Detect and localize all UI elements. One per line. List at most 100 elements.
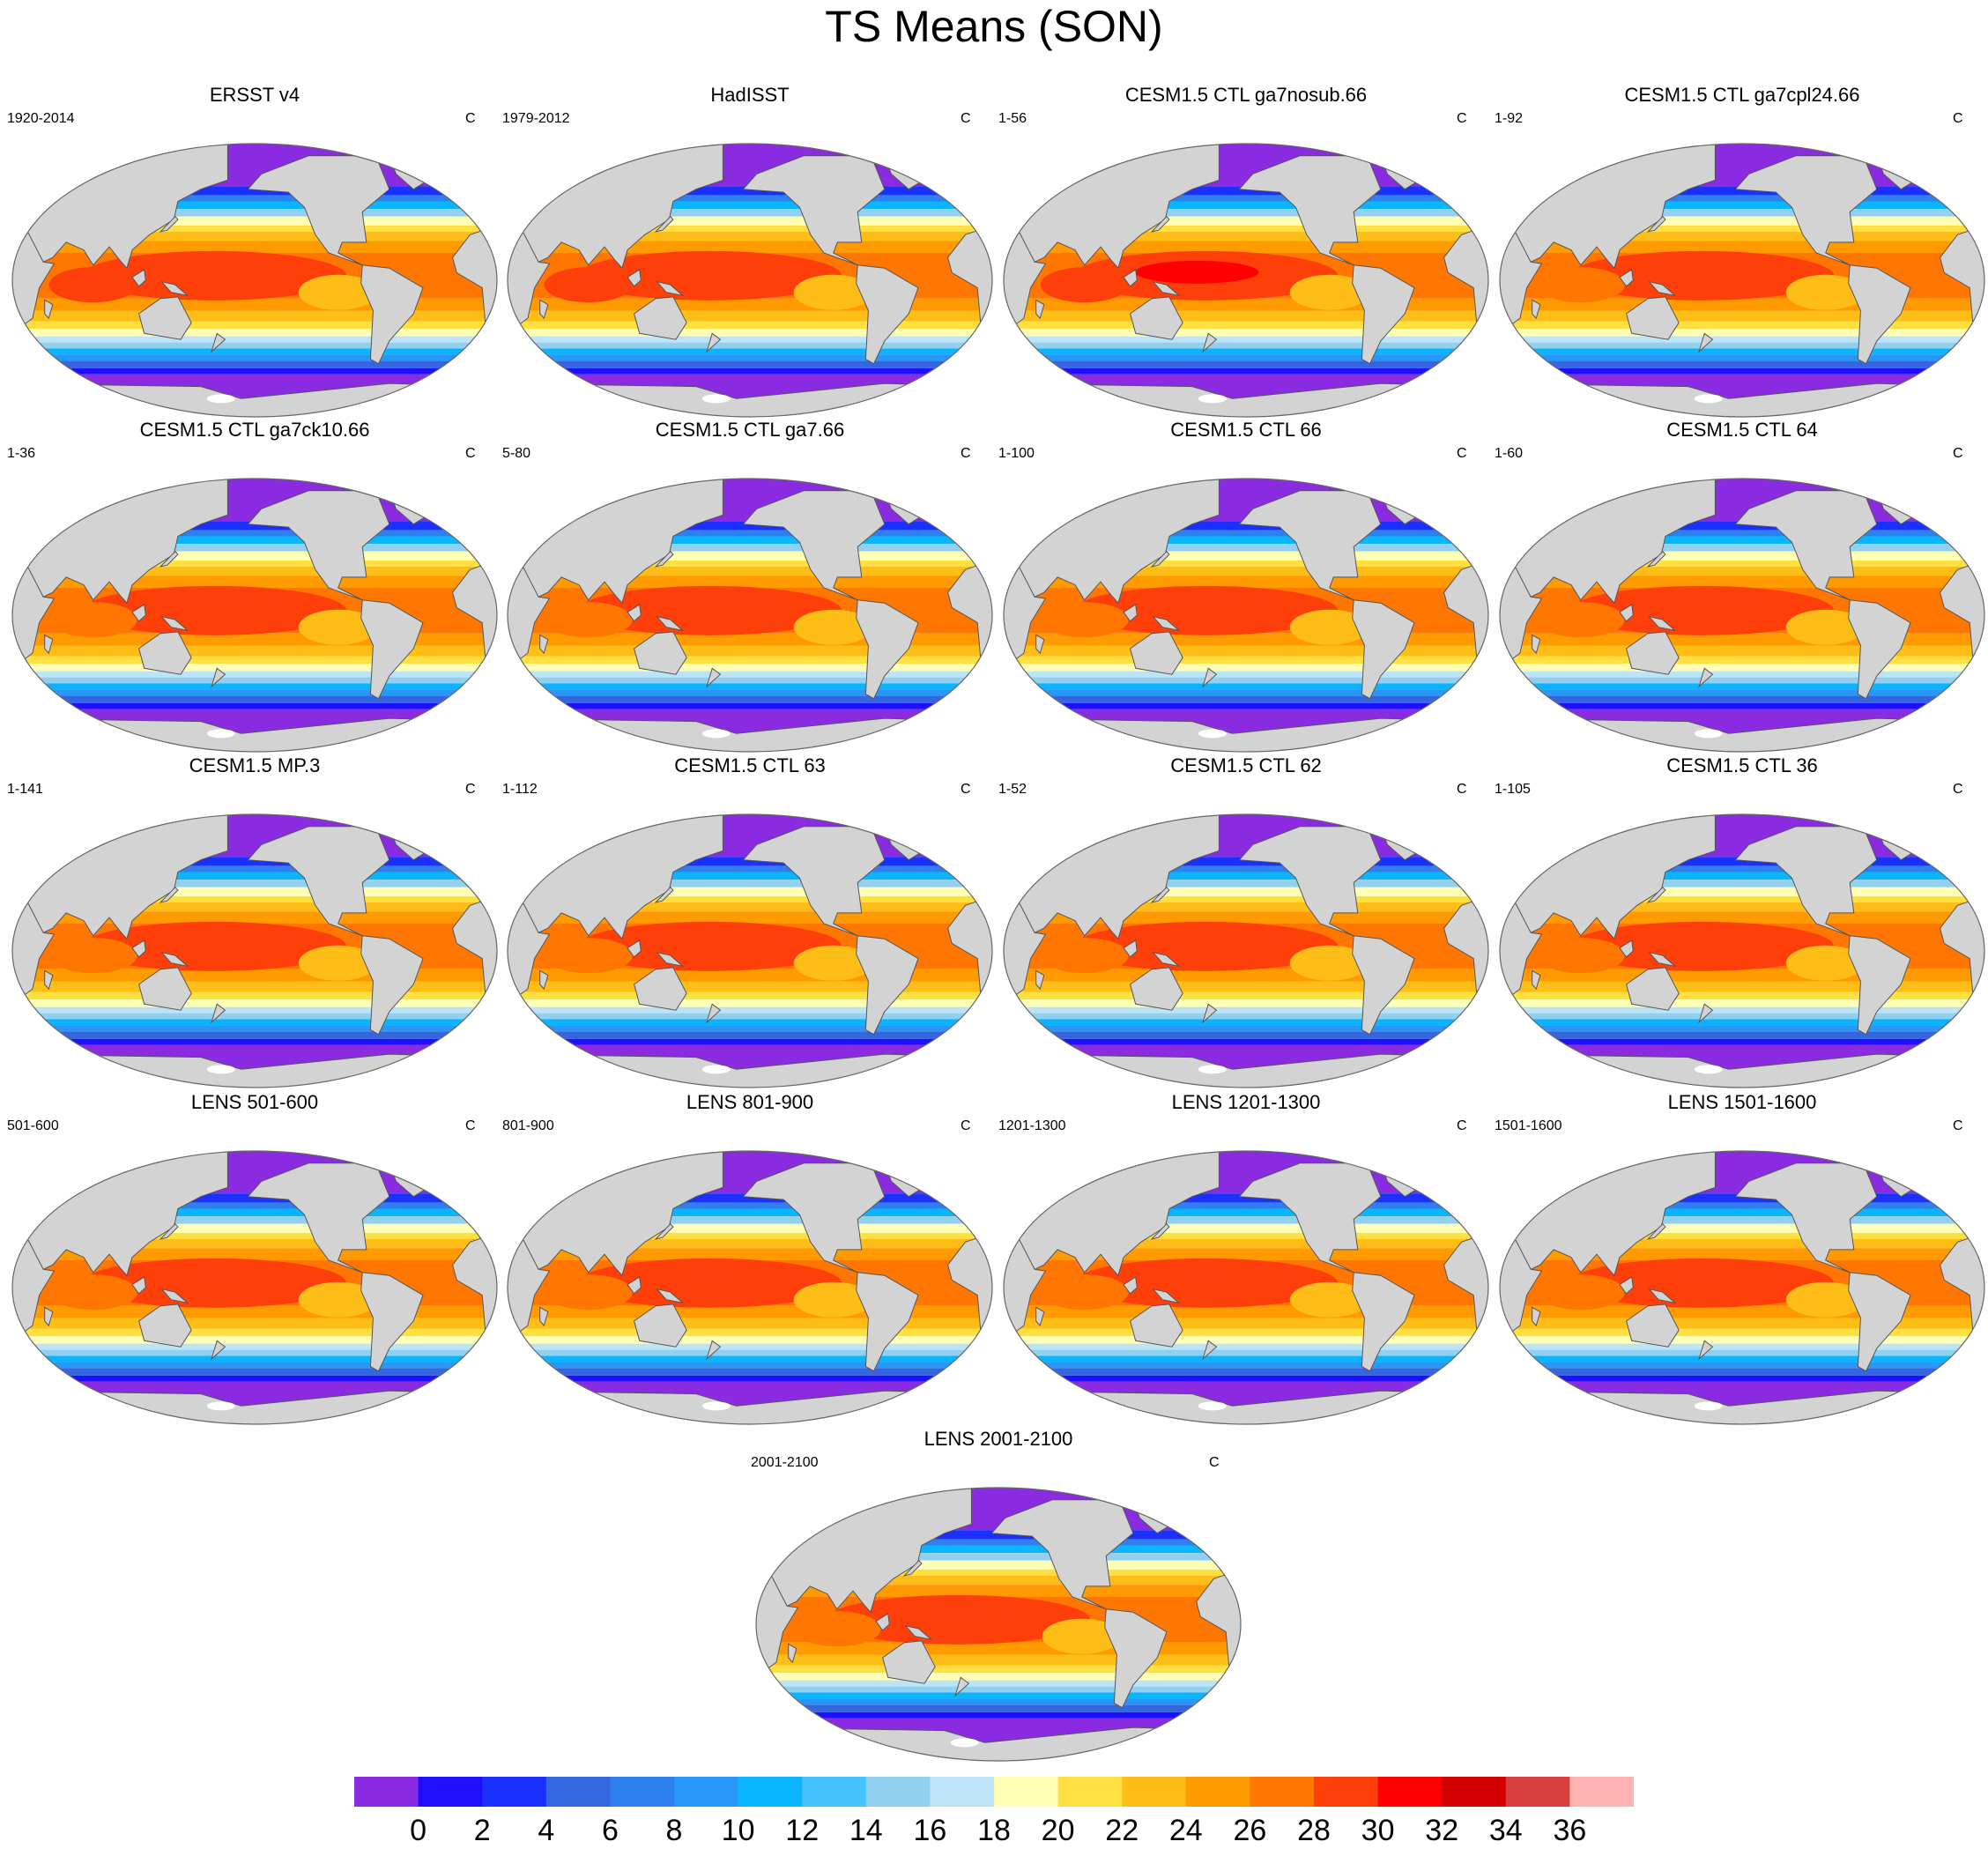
land-australia: [634, 631, 687, 675]
land-madagascar: [539, 299, 549, 320]
colorbar-tick-label: 10: [722, 1814, 755, 1844]
panel-title: CESM1.5 CTL ga7nosub.66: [1124, 84, 1368, 106]
temperature-band: [1500, 702, 1984, 709]
land-japan: [1646, 886, 1666, 903]
temperature-band: [12, 1336, 497, 1344]
temperature-band: [1004, 1193, 1488, 1203]
land-borneo: [875, 1613, 890, 1631]
land-japan: [1150, 550, 1170, 568]
temperature-band: [1004, 814, 1488, 858]
land-uk: [461, 524, 469, 540]
colorbar-swatch: [354, 1777, 419, 1807]
warm-pool: [1569, 585, 1835, 635]
temperature-band: [1500, 329, 1984, 337]
land-newguinea: [1648, 615, 1677, 632]
land-borneo: [627, 604, 642, 622]
temperature-band: [508, 231, 992, 241]
temperature-band: [1004, 216, 1488, 226]
temperature-band: [508, 689, 992, 696]
colorbar-tick-label: 20: [1042, 1814, 1075, 1844]
temperature-band: [508, 1216, 992, 1224]
temperature-band: [508, 981, 992, 992]
cold-tongue: [1785, 1281, 1866, 1318]
land-japan: [159, 886, 179, 903]
temperature-band: [1004, 544, 1488, 552]
temperature-band: [1500, 664, 1984, 672]
temperature-band: [1004, 664, 1488, 672]
map-graphic: [1003, 478, 1489, 753]
temperature-band: [12, 683, 497, 690]
panel-period-label: 1-112: [502, 782, 538, 797]
temperature-band: [508, 348, 992, 355]
map-graphic: [11, 143, 498, 418]
map-outline: [755, 1487, 1242, 1762]
temperature-band: [1500, 1343, 1984, 1350]
colorbar-tick-label: 30: [1361, 1814, 1395, 1844]
ice-shelf: [206, 1065, 235, 1074]
temperature-band: [508, 1238, 992, 1249]
panel-title: LENS 1501-1600: [1667, 1091, 1817, 1113]
temperature-band: [1500, 896, 1984, 902]
temperature-band: [1500, 561, 1984, 567]
panel-units-label: C: [961, 1118, 971, 1133]
map-outline: [507, 478, 993, 753]
land-madagascar: [1532, 1306, 1541, 1327]
indian-ocean-warm: [48, 602, 137, 638]
temperature-band: [1004, 695, 1488, 703]
map-outline: [1499, 1150, 1985, 1425]
map-graphic: [11, 1150, 498, 1425]
temperature-band: [1500, 865, 1984, 873]
land-madagascar: [1035, 299, 1045, 320]
land-australia: [1626, 967, 1680, 1011]
temperature-band: [1004, 1216, 1488, 1224]
temperature-band: [12, 329, 497, 337]
land-uk: [1948, 189, 1956, 205]
temperature-band: [756, 1673, 1241, 1681]
temperature-band: [12, 814, 497, 858]
ice-shelf: [1895, 725, 1925, 735]
warm-pool: [1569, 921, 1835, 971]
panel-units-label: C: [961, 111, 971, 126]
temperature-band: [12, 991, 497, 1000]
temperature-band: [1500, 645, 1984, 657]
map-graphic: [1003, 1150, 1489, 1425]
land-nz: [1698, 667, 1714, 688]
temperature-band: [1500, 677, 1984, 684]
temperature-band: [1500, 1328, 1984, 1337]
land-japan: [1150, 886, 1170, 903]
ice-shelf: [903, 1061, 932, 1071]
map-panel: CESM1.5 CTL 63 1-112 C: [502, 754, 998, 1089]
temperature-band: [1500, 1368, 1984, 1376]
temperature-band: [1004, 209, 1488, 217]
temperature-band: [1500, 857, 1984, 866]
land-namerica: [247, 490, 390, 601]
temperature-band: [1500, 201, 1984, 209]
temperature-band: [508, 360, 992, 368]
ice-shelf: [408, 390, 437, 400]
land-newguinea: [1152, 951, 1181, 968]
temperature-band: [1004, 329, 1488, 337]
temperature-band: [12, 368, 497, 375]
temperature-band: [12, 336, 497, 343]
temperature-band: [1004, 645, 1488, 657]
temperature-band: [756, 1665, 1241, 1674]
land-uk: [1948, 860, 1956, 876]
colorbar-tick-label: 8: [666, 1814, 683, 1844]
land-namerica: [247, 1162, 390, 1274]
cold-tongue: [1785, 609, 1866, 645]
temperature-band: [12, 530, 497, 537]
land-samerica: [360, 935, 424, 1036]
land-uk: [1948, 524, 1956, 540]
temperature-band: [1004, 991, 1488, 1000]
land-australia: [882, 1640, 936, 1684]
temperature-band: [1004, 348, 1488, 355]
temperature-band: [12, 656, 497, 665]
land-madagascar: [44, 634, 54, 655]
panel-units-label: C: [1457, 782, 1467, 797]
map-panel: CESM1.5 CTL 36 1-105 C: [1495, 754, 1988, 1089]
panel-units-label: C: [1953, 782, 1963, 797]
land-nz: [1698, 1340, 1714, 1361]
temperature-band: [1500, 902, 1984, 912]
temperature-band: [508, 865, 992, 873]
temperature-band: [12, 902, 497, 912]
